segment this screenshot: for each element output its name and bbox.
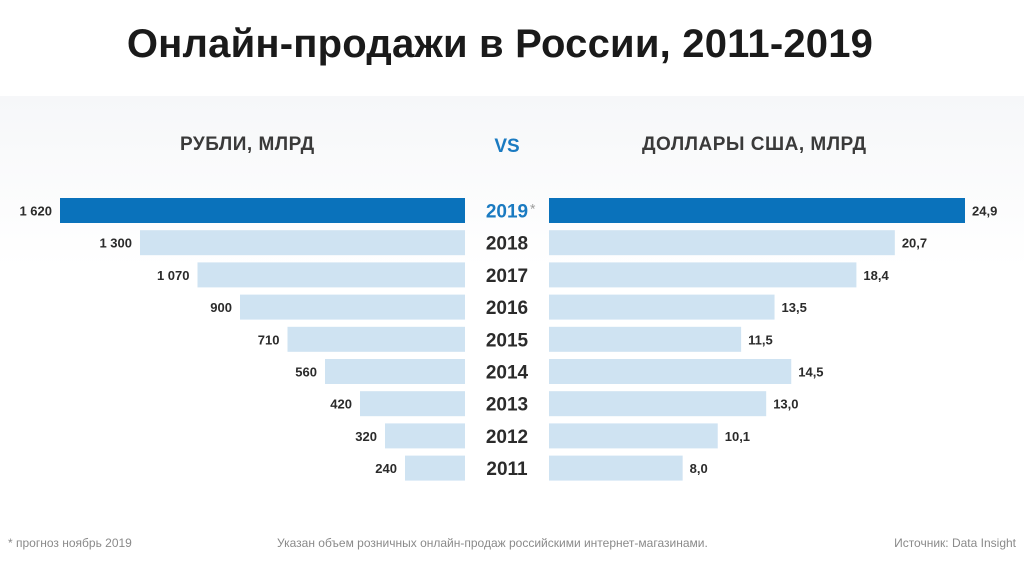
- year-label-2018: 2018: [486, 234, 528, 255]
- usd-value-label-2019: 24,9: [972, 204, 997, 219]
- rub-bar-2014: [325, 359, 465, 384]
- source-footnote: Источник: Data Insight: [894, 536, 1016, 550]
- rub-bar-2018: [140, 230, 465, 256]
- year-label-2012: 2012: [486, 427, 528, 448]
- usd-bar-2017: [549, 262, 857, 288]
- usd-bar-2014: [549, 359, 792, 384]
- year-label-2017: 2017: [486, 266, 528, 287]
- rub-axis-title: РУБЛИ, МЛРД: [180, 134, 315, 155]
- usd-value-label-2017: 18,4: [863, 268, 889, 283]
- chart-background: [0, 96, 1024, 526]
- usd-value-label-2011: 8,0: [690, 461, 708, 476]
- forecast-asterisk: *: [530, 201, 536, 217]
- description-footnote: Указан объем розничных онлайн-продаж рос…: [277, 536, 708, 550]
- rub-bar-2019: [60, 198, 465, 223]
- rub-value-label-2014: 560: [295, 365, 317, 380]
- year-label-2013: 2013: [486, 395, 528, 416]
- rub-value-label-2013: 420: [330, 397, 352, 412]
- usd-value-label-2014: 14,5: [798, 365, 823, 380]
- usd-bar-2018: [549, 230, 895, 256]
- rub-value-label-2017: 1 070: [157, 268, 190, 283]
- rub-value-label-2016: 900: [210, 300, 232, 315]
- forecast-footnote: * прогноз ноябрь 2019: [8, 536, 132, 550]
- usd-bar-2011: [549, 455, 683, 481]
- rub-bar-2012: [385, 423, 465, 449]
- usd-value-label-2016: 13,5: [782, 300, 807, 315]
- rub-bar-2013: [360, 391, 465, 417]
- usd-bar-2012: [549, 423, 718, 449]
- usd-bar-2019: [549, 198, 965, 223]
- rub-value-label-2018: 1 300: [99, 236, 132, 251]
- year-label-2014: 2014: [486, 363, 529, 384]
- usd-bar-2016: [549, 294, 775, 320]
- usd-value-label-2018: 20,7: [902, 236, 927, 251]
- rub-bar-2011: [405, 455, 465, 481]
- year-label-2011: 2011: [486, 459, 528, 480]
- year-label-2016: 2016: [486, 298, 528, 319]
- page-title: Онлайн-продажи в России, 2011-2019: [126, 22, 874, 66]
- rub-value-label-2015: 710: [258, 332, 280, 347]
- rub-bar-2017: [197, 262, 465, 288]
- usd-axis-title: ДОЛЛАРЫ США, МЛРД: [642, 134, 867, 155]
- rub-value-label-2012: 320: [355, 429, 377, 444]
- rub-bar-2015: [287, 326, 465, 352]
- usd-value-label-2015: 11,5: [748, 332, 773, 347]
- vs-label: VS: [494, 136, 520, 157]
- rub-value-label-2019: 1 620: [19, 204, 52, 219]
- usd-bar-2013: [549, 391, 767, 417]
- year-label-2015: 2015: [486, 330, 529, 351]
- usd-value-label-2013: 13,0: [773, 397, 798, 412]
- year-label-2019: 2019: [486, 202, 528, 223]
- usd-value-label-2012: 10,1: [725, 429, 750, 444]
- rub-bar-2016: [240, 294, 465, 320]
- usd-bar-2015: [549, 326, 742, 352]
- rub-value-label-2011: 240: [375, 461, 397, 476]
